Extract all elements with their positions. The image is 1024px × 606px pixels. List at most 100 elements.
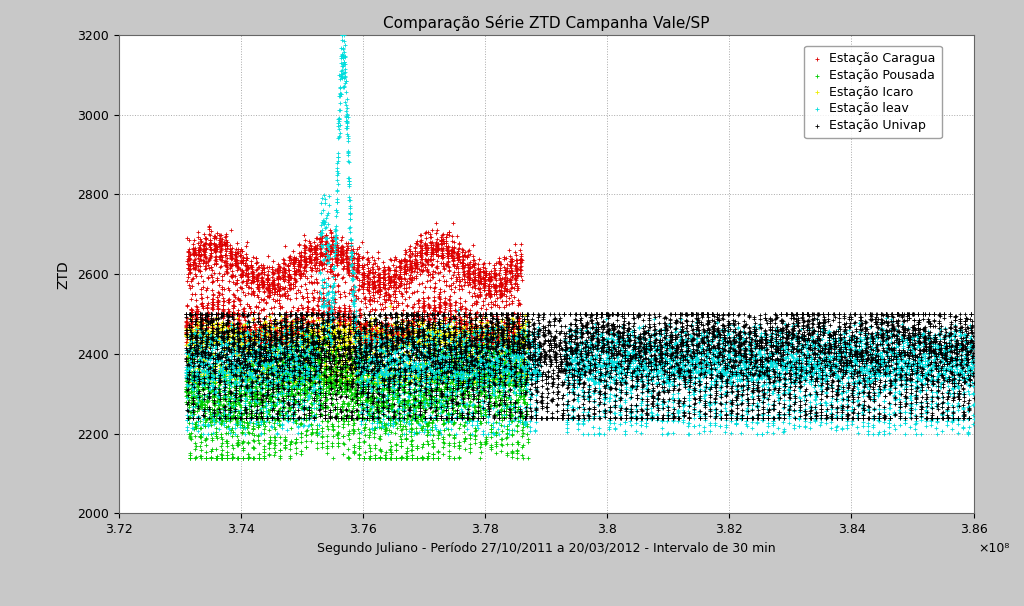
Estação Pousada	[267, 392, 284, 402]
Estação Caragua	[184, 281, 201, 290]
Estação leav	[708, 374, 724, 384]
Estação Icaro	[456, 364, 472, 374]
Estação Icaro	[316, 321, 333, 331]
Estação leav	[467, 353, 483, 362]
Estação Pousada	[313, 423, 330, 433]
Estação leav	[764, 359, 780, 369]
Estação Icaro	[516, 340, 532, 350]
Estação Univap	[481, 390, 498, 400]
Estação Univap	[925, 371, 941, 381]
Estação leav	[251, 359, 267, 369]
Estação leav	[615, 353, 632, 362]
Estação Univap	[359, 388, 376, 398]
Estação Univap	[889, 309, 905, 319]
Estação leav	[251, 348, 267, 358]
Estação Caragua	[252, 327, 268, 337]
Estação Univap	[660, 385, 677, 395]
Estação Icaro	[202, 351, 218, 361]
Estação Univap	[965, 348, 981, 358]
Estação leav	[220, 364, 237, 373]
Estação Caragua	[203, 227, 219, 236]
Estação Caragua	[389, 324, 406, 334]
Estação Icaro	[246, 328, 262, 338]
Estação Caragua	[447, 319, 464, 329]
Estação Univap	[829, 381, 846, 391]
Estação Icaro	[500, 331, 516, 341]
Estação Univap	[682, 365, 698, 375]
Estação Univap	[338, 410, 354, 419]
Estação Pousada	[423, 396, 439, 405]
Estação Pousada	[435, 437, 452, 447]
Estação Univap	[810, 345, 826, 355]
Estação Icaro	[514, 325, 530, 335]
Estação Univap	[824, 377, 841, 387]
Estação Univap	[607, 396, 624, 406]
Estação leav	[461, 336, 477, 345]
Estação Univap	[941, 309, 957, 319]
Estação Pousada	[417, 394, 433, 404]
Estação Icaro	[518, 373, 535, 382]
Estação Univap	[345, 309, 361, 319]
Estação Icaro	[279, 339, 295, 349]
Estação Icaro	[414, 324, 430, 333]
Estação Caragua	[191, 245, 208, 255]
Estação Univap	[850, 413, 866, 422]
Estação Univap	[907, 339, 924, 348]
Estação Univap	[520, 353, 537, 362]
Estação leav	[563, 371, 580, 381]
Estação Univap	[513, 365, 529, 375]
Estação leav	[898, 358, 914, 367]
Estação Univap	[678, 316, 694, 326]
Estação Univap	[777, 381, 794, 391]
Estação Pousada	[383, 453, 399, 462]
Estação Univap	[388, 317, 404, 327]
Estação Univap	[248, 411, 264, 421]
Estação Univap	[215, 309, 231, 319]
Estação Pousada	[191, 400, 208, 410]
Estação Pousada	[217, 391, 233, 401]
Estação Univap	[683, 309, 699, 319]
Estação Univap	[878, 368, 894, 378]
Estação leav	[754, 368, 770, 378]
Estação leav	[432, 370, 449, 380]
Estação Univap	[719, 364, 735, 373]
Estação Icaro	[517, 339, 534, 348]
Estação leav	[378, 344, 394, 353]
Estação Pousada	[336, 371, 352, 381]
Estação Univap	[180, 367, 197, 376]
Estação Caragua	[283, 325, 299, 335]
Estação leav	[859, 390, 876, 400]
Estação Icaro	[242, 336, 258, 345]
Estação Pousada	[373, 444, 389, 453]
Estação Pousada	[285, 364, 301, 373]
Estação Caragua	[319, 255, 336, 264]
Estação Icaro	[482, 323, 499, 333]
Estação Caragua	[443, 231, 460, 241]
Estação Univap	[411, 327, 427, 336]
Estação Pousada	[430, 453, 446, 462]
Estação leav	[622, 362, 638, 371]
Estação Univap	[924, 391, 940, 401]
Estação Icaro	[373, 327, 389, 337]
Estação Univap	[677, 379, 693, 389]
Estação Univap	[411, 327, 427, 336]
Estação Pousada	[191, 391, 208, 401]
Estação leav	[415, 351, 431, 361]
Estação leav	[784, 368, 801, 378]
Estação Pousada	[261, 417, 278, 427]
Estação Univap	[510, 338, 526, 348]
Estação Univap	[815, 327, 831, 337]
Estação Icaro	[308, 368, 325, 378]
Estação leav	[398, 333, 415, 343]
Estação leav	[330, 133, 346, 143]
Estação Univap	[947, 344, 964, 354]
Estação Icaro	[212, 377, 228, 387]
Estação leav	[512, 374, 528, 384]
Estação Univap	[201, 402, 217, 411]
Estação Icaro	[501, 333, 517, 342]
Estação Univap	[494, 355, 510, 365]
Estação leav	[309, 322, 326, 332]
Estação Icaro	[263, 328, 280, 338]
Estação Pousada	[193, 429, 209, 439]
Estação Caragua	[298, 242, 314, 251]
